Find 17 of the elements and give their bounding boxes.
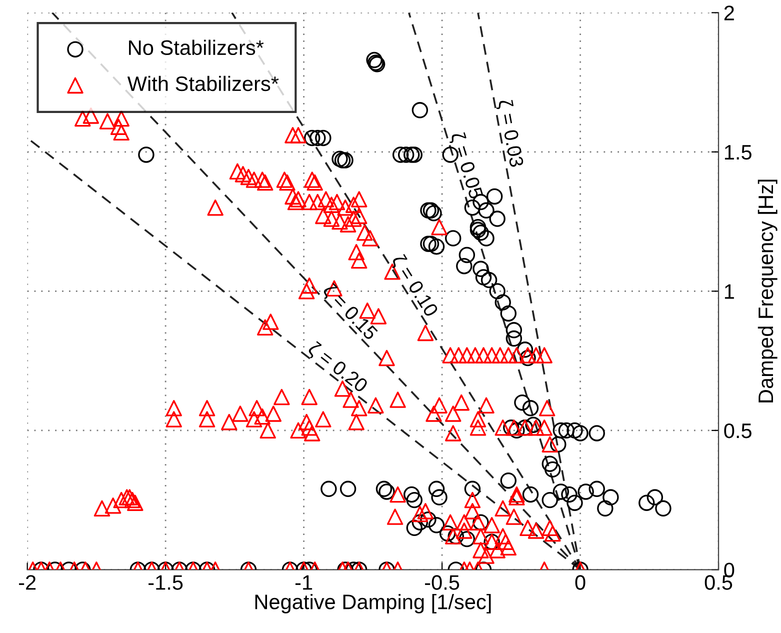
x-tick-label: -1 <box>295 575 312 590</box>
x-tick-label: 0 <box>575 575 586 590</box>
text: ζ = 0.20 <box>305 340 370 396</box>
y-tick-label: 0.5 <box>724 423 752 438</box>
y-axis-title: Damped Frequency [Hz] <box>758 180 778 402</box>
y-tick-label: 1.5 <box>724 145 752 160</box>
legend-label: With Stabilizers* <box>127 76 279 92</box>
y-tick-label: 2 <box>724 6 734 20</box>
text: ζ = 0.03 <box>495 99 524 168</box>
text: ζ = 0.05 <box>448 131 484 200</box>
x-axis-title: Negative Damping [1/sec] <box>255 594 491 614</box>
legend-label: No Stabilizers* <box>129 40 264 56</box>
y-tick-label: 1 <box>724 284 734 299</box>
text: ζ = 0.15 <box>320 282 379 343</box>
x-tick-label: -2 <box>19 575 36 590</box>
x-tick-label: -0.5 <box>425 575 460 590</box>
x-tick-label: -1.5 <box>148 575 183 590</box>
